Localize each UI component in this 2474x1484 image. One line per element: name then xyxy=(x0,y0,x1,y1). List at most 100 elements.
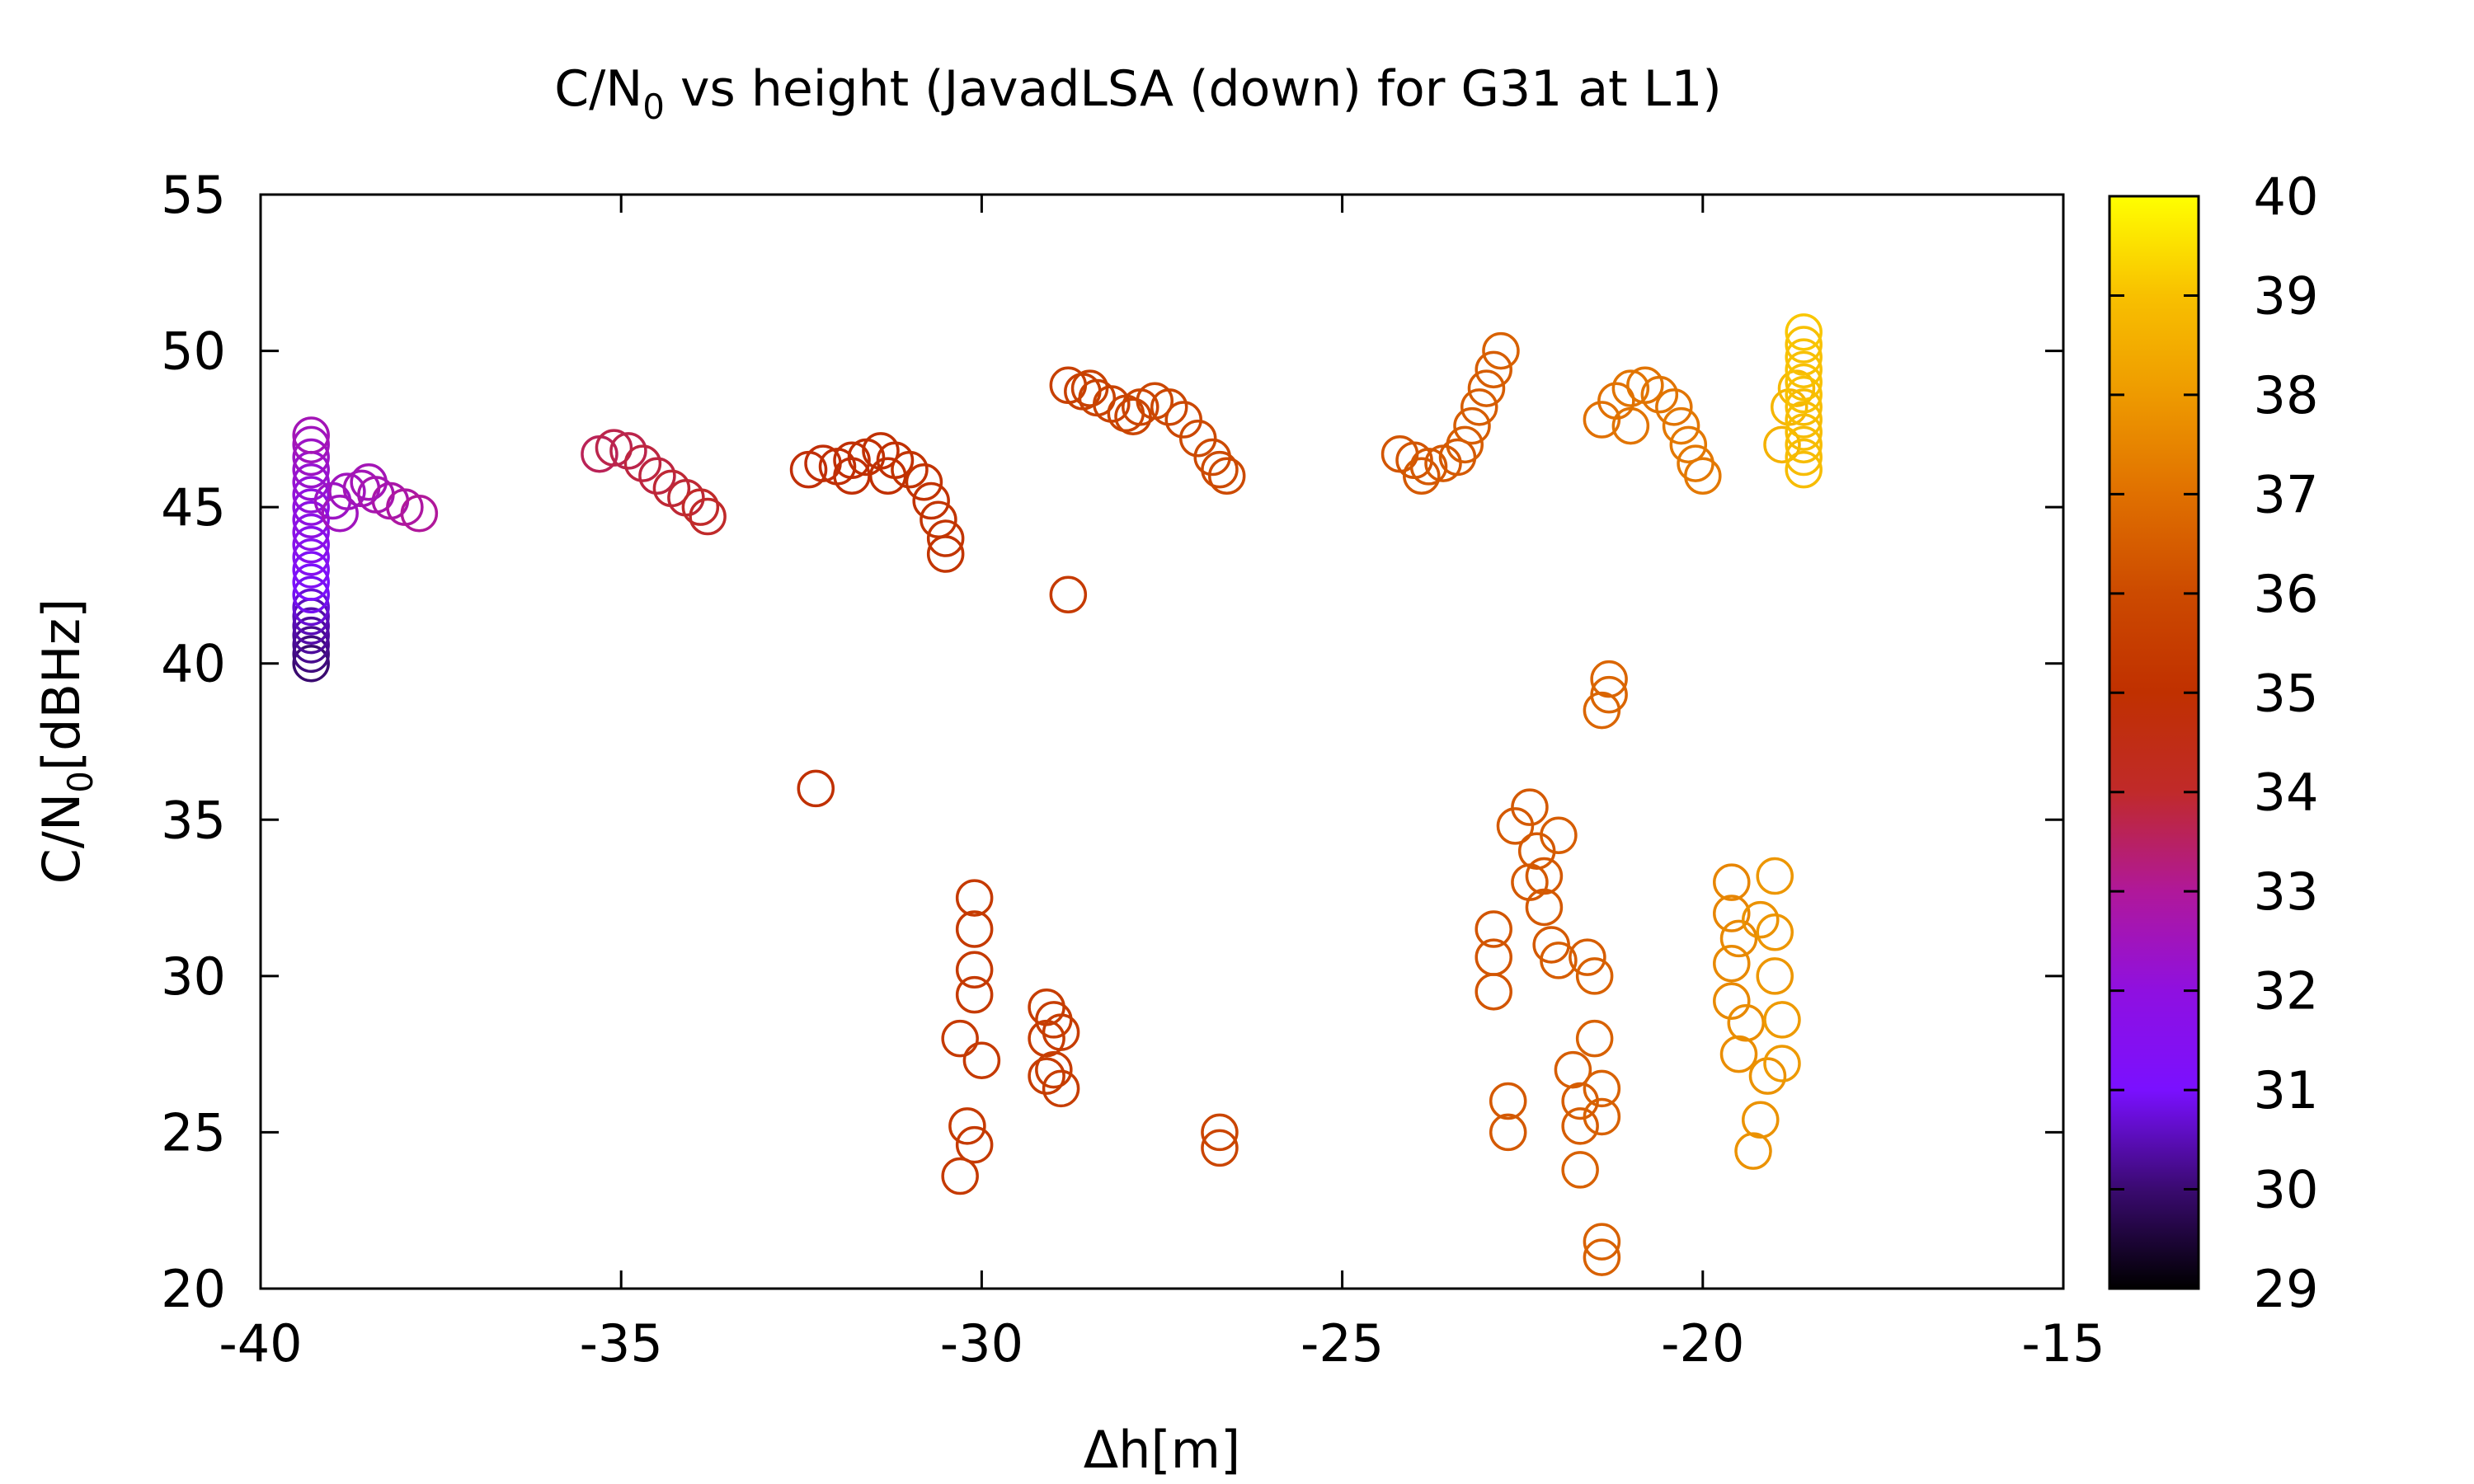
data-point xyxy=(1763,425,1801,464)
data-point xyxy=(292,416,330,454)
data-point xyxy=(1446,425,1484,464)
data-point xyxy=(1756,913,1794,951)
colorbar-tick-label: 35 xyxy=(2254,663,2319,723)
data-point xyxy=(1785,425,1823,464)
data-point xyxy=(1785,350,1823,389)
data-point xyxy=(1662,406,1700,445)
data-point xyxy=(1583,1097,1621,1136)
data-point xyxy=(1475,973,1512,1011)
colorbar-tick-label: 29 xyxy=(2254,1259,2319,1319)
data-point xyxy=(1719,919,1758,958)
x-axis-label: Δh[m] xyxy=(1084,1420,1240,1480)
data-point xyxy=(797,769,835,808)
data-point xyxy=(1453,406,1491,445)
data-point xyxy=(292,588,330,627)
y-tick-label: 40 xyxy=(161,634,226,694)
data-point xyxy=(1713,944,1751,983)
data-point xyxy=(1777,369,1816,407)
y-axis-label: C/N0[dBHz] xyxy=(31,599,101,885)
x-tick-label: -35 xyxy=(580,1313,663,1374)
x-tick-label: -30 xyxy=(940,1313,1023,1374)
colorbar-ticks: 29 30 31 32 33 34 35 36 37 38 39 40 xyxy=(2109,167,2318,1319)
data-point xyxy=(1590,660,1628,698)
data-point xyxy=(292,607,330,645)
data-point xyxy=(292,438,330,477)
data-point xyxy=(1742,900,1780,939)
data-point xyxy=(1669,425,1708,464)
data-point xyxy=(912,481,950,520)
data-point xyxy=(1511,788,1549,826)
data-point xyxy=(833,441,871,480)
data-point xyxy=(1734,1132,1772,1170)
data-point xyxy=(1785,388,1823,426)
colorbar-tick-label: 31 xyxy=(2254,1060,2319,1120)
data-point xyxy=(1114,397,1152,435)
y-tick-label: 55 xyxy=(161,165,226,225)
plot-frame xyxy=(259,193,2065,1290)
scatter-points xyxy=(292,313,1823,1276)
data-point xyxy=(595,429,633,467)
data-point xyxy=(1042,1013,1080,1051)
data-point xyxy=(292,626,330,664)
data-point xyxy=(681,488,720,526)
data-point xyxy=(920,500,957,539)
data-point xyxy=(292,644,330,683)
data-point xyxy=(1042,1069,1080,1108)
data-point xyxy=(292,563,330,601)
data-point xyxy=(1611,369,1650,407)
colorbar-tick-label: 30 xyxy=(2254,1160,2319,1220)
x-tick-label: -15 xyxy=(2021,1313,2105,1374)
data-point xyxy=(292,525,330,564)
data-point xyxy=(955,910,994,948)
data-point xyxy=(292,513,330,552)
data-point xyxy=(292,616,330,655)
data-point xyxy=(1785,338,1823,376)
data-point xyxy=(292,538,330,576)
data-point xyxy=(1713,982,1751,1020)
colorbar-tick-label: 32 xyxy=(2254,961,2319,1021)
data-point xyxy=(1785,313,1823,351)
data-point xyxy=(1785,413,1823,451)
colorbar-gradient xyxy=(2108,195,2200,1290)
data-point xyxy=(1489,1113,1527,1152)
data-point xyxy=(1028,989,1065,1026)
y-tick-label: 20 xyxy=(161,1259,226,1319)
data-point xyxy=(1403,457,1441,495)
colorbar-tick-label: 34 xyxy=(2254,763,2319,823)
data-point xyxy=(1460,388,1498,426)
colorbar-tick-label: 33 xyxy=(2254,862,2319,922)
x-axis: -40 -35 -30 -25 -20 -15 xyxy=(219,195,2105,1374)
y-tick-label: 45 xyxy=(161,477,226,538)
colorbar: 29 30 31 32 33 34 35 36 37 38 39 40 xyxy=(2108,167,2318,1319)
data-point xyxy=(1583,1069,1621,1108)
data-point xyxy=(1475,910,1512,948)
data-point xyxy=(1511,863,1549,901)
data-point xyxy=(1569,938,1606,976)
data-point xyxy=(1150,388,1188,426)
data-point xyxy=(1540,816,1578,854)
data-point xyxy=(926,535,965,573)
data-point xyxy=(1655,388,1693,426)
data-point xyxy=(1035,1001,1073,1039)
data-point xyxy=(955,1125,994,1164)
data-point xyxy=(1583,1238,1621,1276)
data-point xyxy=(891,450,929,489)
data-point xyxy=(955,879,994,917)
data-point xyxy=(1742,1101,1780,1139)
data-point xyxy=(1785,401,1823,439)
chart-title: C/N0 vs height (JavadLSA (down) for G31 … xyxy=(554,60,1722,127)
colorbar-tick-label: 36 xyxy=(2254,564,2319,624)
y-tick-label: 50 xyxy=(161,322,226,382)
data-point xyxy=(1684,457,1722,495)
data-point xyxy=(1409,448,1448,486)
y-tick-label: 35 xyxy=(161,790,226,850)
data-point xyxy=(292,500,330,539)
data-point xyxy=(1525,888,1564,927)
plot-area: -40 -35 -30 -25 -20 -15 20 25 30 35 40 45 50 55 xyxy=(161,165,2105,1374)
data-point xyxy=(1207,457,1246,495)
y-tick-label: 30 xyxy=(161,946,226,1007)
data-point xyxy=(1201,450,1239,489)
data-point xyxy=(1713,895,1751,932)
data-point xyxy=(638,457,676,495)
